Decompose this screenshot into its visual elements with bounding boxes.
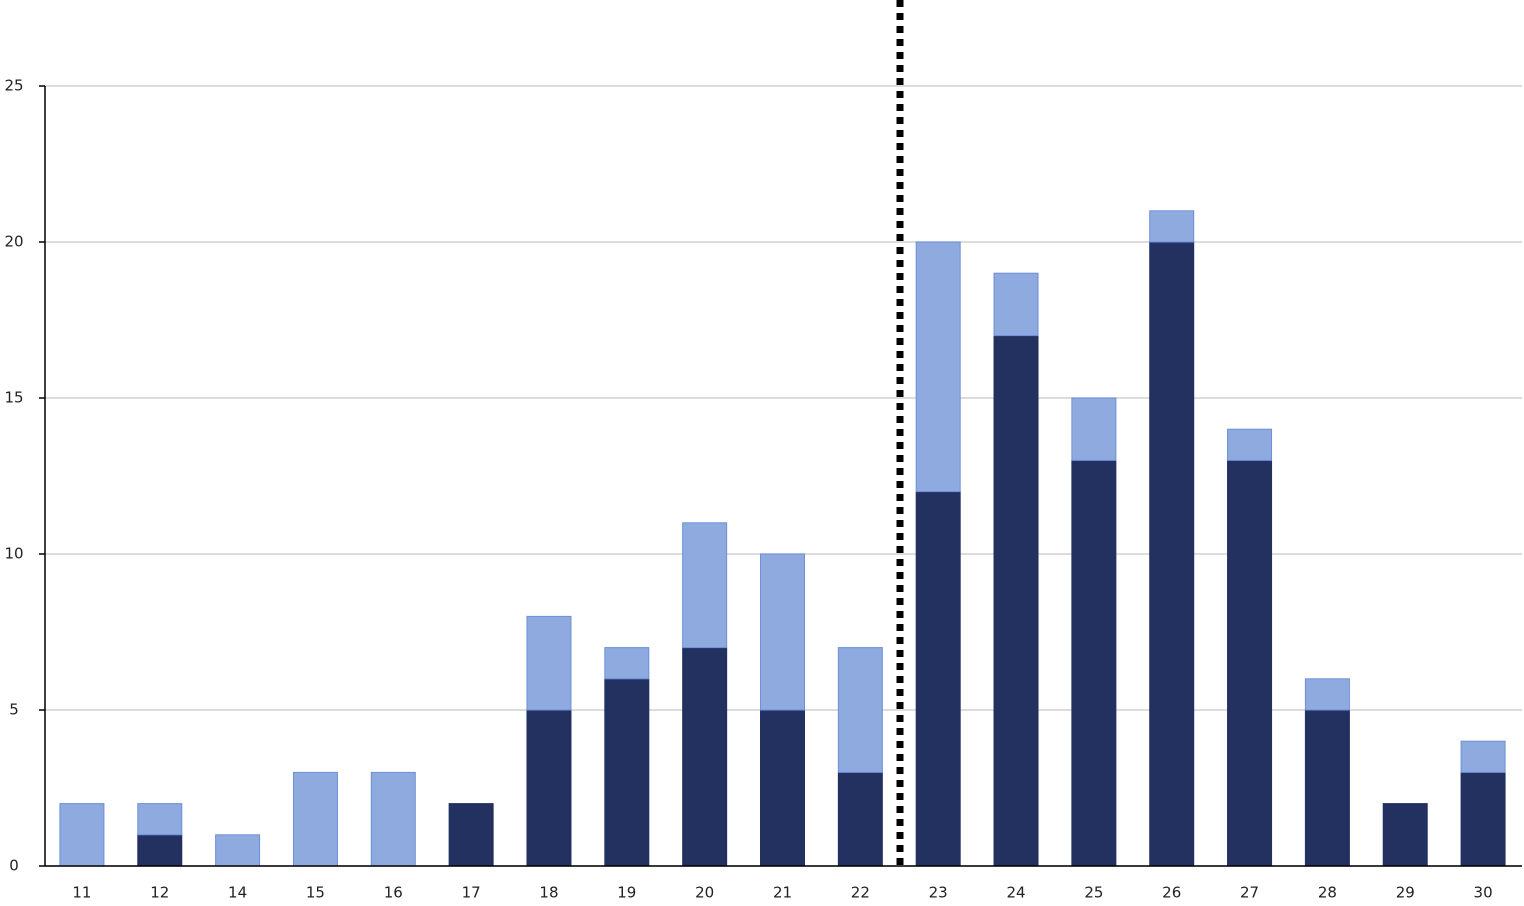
bar-segment [760, 553, 805, 711]
bar-segment [1460, 771, 1506, 867]
x-tick-label: 24 [1006, 884, 1025, 902]
x-tick-label: 19 [617, 884, 636, 902]
x-tick-label: 23 [929, 884, 948, 902]
x-tick-label: 21 [773, 884, 792, 902]
bar-segment [1071, 459, 1117, 867]
x-tick-label: 27 [1240, 884, 1259, 902]
bar-segment [215, 834, 261, 867]
bar-segment [760, 709, 805, 867]
bar-segment [1460, 740, 1506, 773]
bar-segment [682, 522, 728, 649]
x-tick-label: 20 [695, 884, 714, 902]
y-tick-label: 5 [9, 701, 19, 719]
bar-segment [993, 335, 1039, 867]
bar-segment [526, 615, 572, 711]
bar-segment [837, 771, 883, 867]
x-tick-label: 25 [1084, 884, 1103, 902]
bar-segment [915, 241, 961, 493]
x-tick-label: 11 [72, 884, 91, 902]
bar-segment [292, 771, 338, 867]
y-tick-label: 25 [4, 77, 23, 95]
x-tick-label: 30 [1474, 884, 1493, 902]
bar-segment [1304, 678, 1350, 711]
bar-segment [1304, 709, 1350, 867]
bar-segment [1227, 459, 1273, 867]
x-tick-label: 15 [306, 884, 325, 902]
x-tick-label: 22 [851, 884, 870, 902]
y-tick-label: 10 [4, 545, 23, 563]
bar-segment [137, 834, 183, 867]
bar-segment [137, 803, 183, 836]
x-tick-label: 14 [228, 884, 247, 902]
bar-segment [1149, 241, 1195, 867]
x-tick-label: 29 [1396, 884, 1415, 902]
bar-segment [526, 709, 572, 867]
bar-segment [1227, 428, 1273, 461]
y-tick-label: 0 [9, 857, 19, 875]
bar-segment [682, 647, 728, 867]
y-tick-label: 15 [4, 389, 23, 407]
bar-segment [1382, 803, 1428, 867]
bar-segment [993, 272, 1039, 337]
bar-segment [604, 678, 650, 867]
bar-segment [1071, 397, 1117, 461]
x-tick-label: 26 [1162, 884, 1181, 902]
bar-segment [837, 647, 883, 773]
x-tick-label: 18 [539, 884, 558, 902]
x-tick-label: 28 [1318, 884, 1337, 902]
x-tick-label: 12 [150, 884, 169, 902]
bar-segment [604, 647, 650, 680]
x-tick-label: 17 [462, 884, 481, 902]
bar-segment [59, 803, 105, 867]
bar-segment [915, 491, 961, 867]
bar-segment [448, 803, 494, 867]
bar-segment [1149, 210, 1195, 243]
bar-segment [370, 771, 416, 867]
x-tick-label: 16 [384, 884, 403, 902]
y-tick-label: 20 [4, 233, 23, 251]
